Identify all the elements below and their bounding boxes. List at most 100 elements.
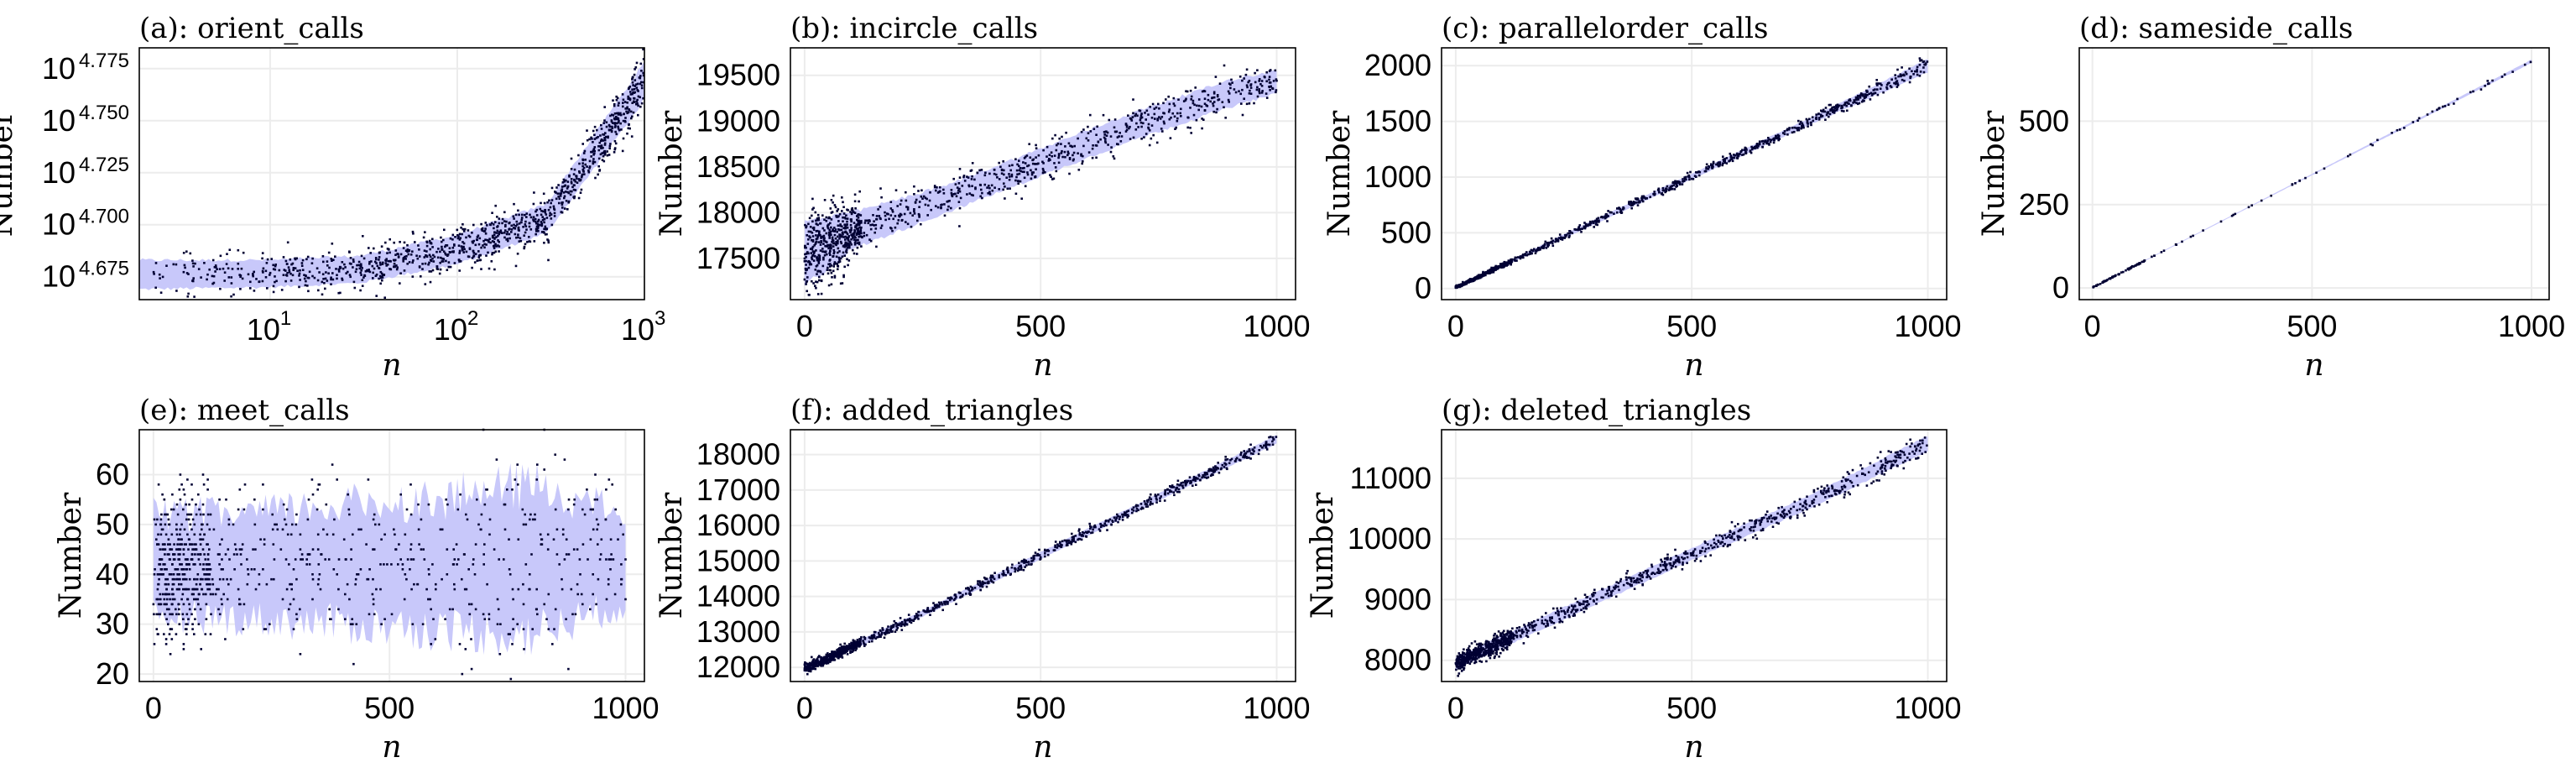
- data-point: [373, 513, 376, 516]
- data-point: [1172, 491, 1176, 494]
- data-point: [156, 518, 159, 521]
- data-point: [581, 143, 584, 145]
- data-point: [847, 239, 850, 242]
- data-point: [642, 48, 644, 51]
- data-point: [884, 211, 886, 214]
- data-point: [278, 269, 281, 272]
- data-point: [605, 598, 608, 601]
- data-point: [187, 588, 190, 591]
- data-point: [1901, 74, 1904, 76]
- data-point: [860, 222, 863, 224]
- data-point: [170, 533, 174, 536]
- data-point: [1150, 117, 1154, 119]
- data-point: [1671, 187, 1674, 191]
- data-point: [254, 588, 258, 591]
- data-point: [1722, 162, 1724, 165]
- data-point: [175, 290, 178, 292]
- data-point: [1099, 138, 1102, 141]
- data-point: [327, 251, 331, 254]
- data-point: [430, 259, 433, 263]
- data-point: [822, 256, 825, 259]
- data-point: [1467, 280, 1469, 283]
- data-point: [626, 106, 628, 109]
- data-point: [581, 165, 584, 168]
- data-point: [1150, 498, 1153, 501]
- data-point: [1061, 149, 1063, 153]
- data-point: [581, 543, 585, 546]
- data-point: [195, 503, 197, 506]
- data-point: [1744, 151, 1747, 154]
- data-point: [891, 229, 894, 232]
- data-point: [284, 259, 288, 263]
- data-point: [1468, 280, 1472, 283]
- data-point: [1113, 126, 1116, 129]
- data-point: [407, 253, 410, 256]
- data-point: [471, 257, 474, 259]
- data-point: [1688, 175, 1691, 179]
- data-point: [461, 248, 464, 252]
- data-point: [564, 191, 567, 193]
- data-point: [1004, 574, 1007, 577]
- data-point: [1853, 99, 1855, 102]
- data-point: [592, 158, 595, 160]
- data-point: [1868, 92, 1870, 96]
- data-point: [182, 252, 185, 254]
- data-point: [395, 268, 399, 271]
- data-point: [525, 216, 528, 218]
- data-point: [480, 222, 482, 226]
- data-point: [359, 568, 362, 571]
- data-point: [161, 593, 164, 596]
- data-point: [411, 261, 414, 264]
- data-point: [913, 618, 916, 620]
- data-point: [2232, 213, 2234, 217]
- data-point: [1145, 118, 1147, 121]
- data-point: [1275, 89, 1278, 91]
- data-point: [1692, 178, 1695, 180]
- data-point: [873, 231, 876, 234]
- data-point: [179, 528, 182, 531]
- data-point: [1095, 133, 1098, 136]
- data-point: [508, 633, 511, 635]
- data-point: [295, 577, 298, 581]
- data-point: [264, 276, 268, 279]
- data-point: [1682, 178, 1684, 180]
- data-point: [404, 258, 407, 260]
- data-point: [879, 227, 883, 229]
- data-point: [194, 262, 196, 265]
- data-point: [637, 104, 639, 107]
- data-point: [276, 528, 279, 531]
- data-point: [1042, 170, 1045, 172]
- data-point: [814, 211, 817, 214]
- data-point: [901, 623, 904, 626]
- data-point: [961, 185, 964, 187]
- data-point: [410, 588, 413, 591]
- data-point: [2137, 262, 2141, 265]
- data-point: [821, 235, 824, 238]
- data-point: [322, 528, 325, 531]
- data-point: [980, 188, 983, 191]
- data-point: [1018, 172, 1021, 175]
- data-point: [583, 173, 586, 175]
- data-point: [200, 648, 202, 650]
- data-point: [971, 175, 973, 178]
- data-point: [524, 563, 528, 566]
- data-point: [844, 243, 847, 245]
- data-point: [1228, 101, 1230, 103]
- data-point: [289, 272, 292, 275]
- data-point: [493, 268, 496, 271]
- data-point: [946, 597, 950, 599]
- data-point: [1118, 135, 1120, 138]
- data-point: [206, 553, 210, 556]
- data-point: [237, 262, 240, 265]
- data-point: [813, 250, 816, 253]
- data-point: [866, 219, 868, 222]
- data-point: [227, 518, 231, 521]
- data-point: [2370, 143, 2372, 146]
- data-point: [1710, 164, 1713, 166]
- data-point: [1041, 171, 1045, 175]
- data-point: [807, 266, 811, 269]
- data-point: [1024, 155, 1027, 159]
- data-point: [493, 233, 496, 236]
- data-point: [852, 639, 855, 642]
- data-point: [1677, 180, 1681, 183]
